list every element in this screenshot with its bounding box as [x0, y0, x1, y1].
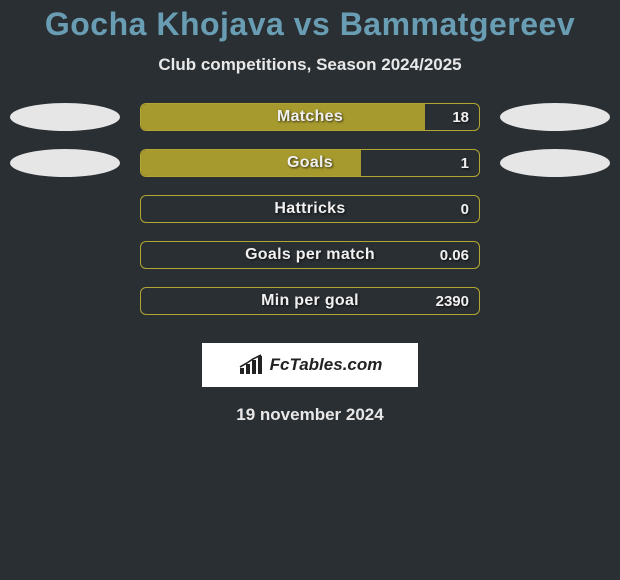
- stat-bar: Min per goal2390: [140, 287, 480, 315]
- player-left-marker: [10, 195, 120, 223]
- stat-label: Hattricks: [141, 196, 479, 222]
- page-subtitle: Club competitions, Season 2024/2025: [0, 55, 620, 75]
- stat-label: Goals: [141, 150, 479, 176]
- stat-bar: Hattricks0: [140, 195, 480, 223]
- stat-bar: Goals1: [140, 149, 480, 177]
- stat-row: Hattricks0: [0, 195, 620, 223]
- stat-row: Goals per match0.06: [0, 241, 620, 269]
- stat-label: Matches: [141, 104, 479, 130]
- chart-icon: [238, 354, 264, 376]
- stats-rows: Matches18 Goals1 Hattricks0 Goals per match…: [0, 103, 620, 315]
- player-right-marker: [500, 103, 610, 131]
- stats-panel: Gocha Khojava vs Bammatgereev Club compe…: [0, 0, 620, 425]
- logo-text: FcTables.com: [270, 355, 383, 375]
- player-left-marker: [10, 149, 120, 177]
- player-right-marker: [500, 149, 610, 177]
- player-right-marker: [500, 195, 610, 223]
- stat-label: Min per goal: [141, 288, 479, 314]
- stat-label: Goals per match: [141, 242, 479, 268]
- stat-value: 0: [461, 196, 469, 222]
- stat-value: 2390: [436, 288, 469, 314]
- player-right-marker: [500, 241, 610, 269]
- stat-value: 18: [452, 104, 469, 130]
- player-left-marker: [10, 241, 120, 269]
- site-logo[interactable]: FcTables.com: [202, 343, 418, 387]
- stat-bar: Goals per match0.06: [140, 241, 480, 269]
- stat-row: Min per goal2390: [0, 287, 620, 315]
- stat-value: 0.06: [440, 242, 469, 268]
- stat-bar: Matches18: [140, 103, 480, 131]
- player-left-marker: [10, 103, 120, 131]
- date-label: 19 november 2024: [0, 405, 620, 425]
- stat-row: Goals1: [0, 149, 620, 177]
- player-right-marker: [500, 287, 610, 315]
- page-title: Gocha Khojava vs Bammatgereev: [0, 6, 620, 43]
- stat-value: 1: [461, 150, 469, 176]
- stat-row: Matches18: [0, 103, 620, 131]
- player-left-marker: [10, 287, 120, 315]
